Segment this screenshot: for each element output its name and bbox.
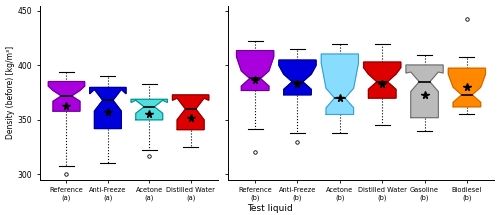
Polygon shape — [448, 68, 486, 107]
Polygon shape — [279, 60, 316, 95]
Polygon shape — [90, 88, 126, 129]
Polygon shape — [322, 54, 358, 114]
Polygon shape — [364, 62, 401, 98]
Polygon shape — [172, 95, 209, 130]
Y-axis label: Density (before) [kg/m³]: Density (before) [kg/m³] — [6, 46, 15, 139]
Polygon shape — [48, 82, 84, 111]
Polygon shape — [406, 65, 443, 118]
Polygon shape — [236, 51, 274, 91]
Polygon shape — [131, 99, 168, 120]
Text: Test liquid: Test liquid — [247, 204, 293, 213]
